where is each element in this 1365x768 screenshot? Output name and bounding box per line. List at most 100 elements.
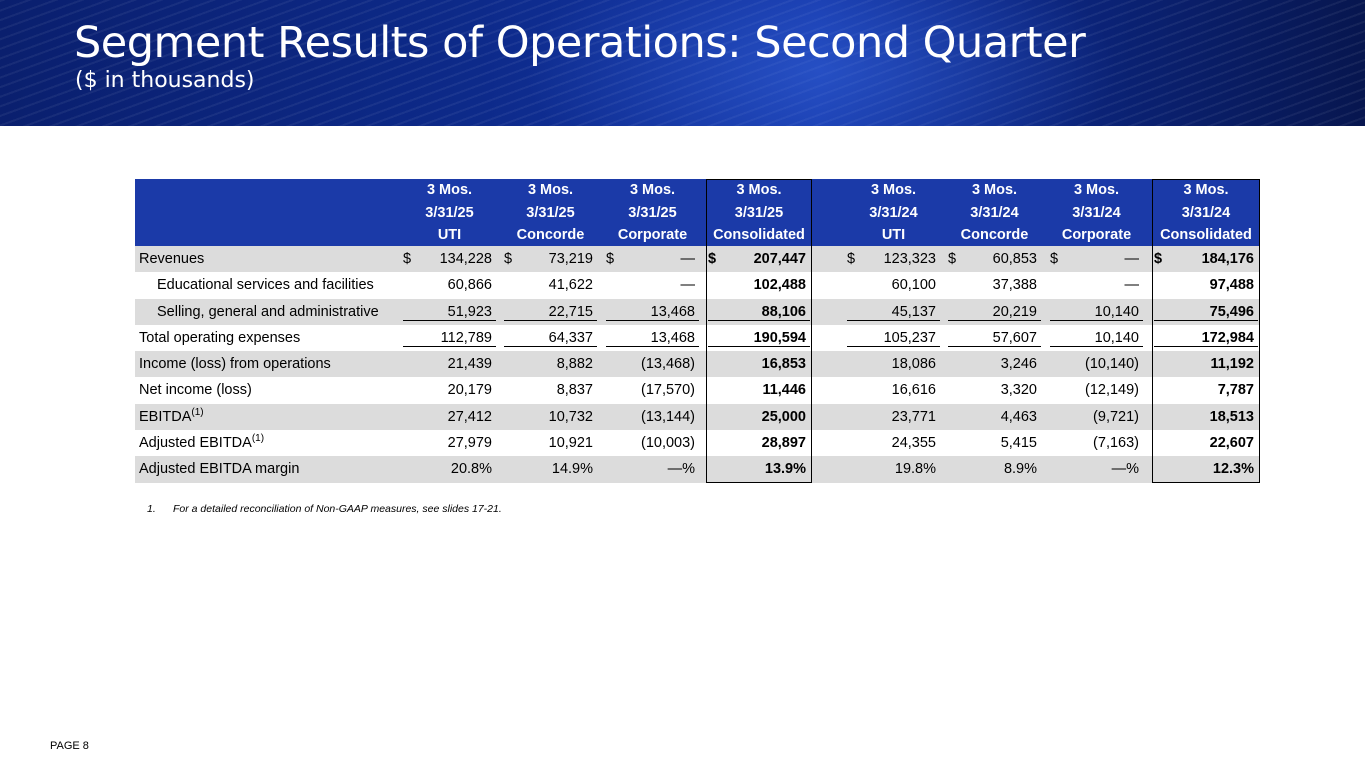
table-header: 3 Mos. 3/31/25 UTI 3 Mos. 3/31/25 Concorde 3 M… (135, 179, 1260, 246)
table-cell: $ — (1048, 246, 1145, 272)
table-cell: (9,721) (1048, 404, 1145, 430)
footnote-text: For a detailed reconciliation of Non-GAA… (173, 503, 502, 515)
table-cell: 3,246 (946, 351, 1043, 377)
column-header-line2: 3/31/25 (628, 204, 677, 221)
cell-value: 3,320 (1000, 382, 1037, 399)
table-cell: 172,984 (1152, 325, 1260, 351)
cell-value: 88,106 (761, 303, 806, 320)
column-header: 3 Mos. 3/31/24 Concorde (946, 179, 1043, 246)
cell-value: 4,463 (1000, 408, 1037, 425)
cell-value: 20,179 (447, 382, 492, 399)
table-cell: 20,219 (946, 299, 1043, 325)
cell-value: — (680, 251, 696, 267)
cell-value: 105,237 (883, 329, 936, 346)
table-cell: $73,219 (502, 246, 599, 272)
page-number: PAGE 8 (50, 740, 89, 752)
table-cell: 16,853 (706, 351, 812, 377)
column-header: 3 Mos. 3/31/25 Consolidated (706, 179, 812, 246)
table-cell: 8,882 (502, 351, 599, 377)
table-cell: 14.9% (502, 456, 599, 482)
column-header: 3 Mos. 3/31/25 UTI (401, 179, 498, 246)
column-header-line1: 3 Mos. (426, 182, 473, 198)
table-cell: (17,570) (604, 377, 701, 403)
table-cell: 97,488 (1152, 272, 1260, 298)
column-header-line1: 3 Mos. (1073, 182, 1120, 198)
table-cell: 12.3% (1152, 456, 1260, 482)
column-header-line2: 3/31/24 (869, 204, 918, 221)
cell-value: 10,140 (1094, 329, 1139, 346)
cell-value: 3,246 (1000, 356, 1037, 373)
cell-value: 27,412 (447, 408, 492, 425)
table-cell: 7,787 (1152, 377, 1260, 403)
table-cell: $60,853 (946, 246, 1043, 272)
table-cell: 13.9% (706, 456, 812, 482)
table-cell: 10,921 (502, 430, 599, 456)
cell-value: —% (667, 461, 695, 478)
cell-value: 13,468 (650, 303, 695, 320)
table-cell: 18,513 (1152, 404, 1260, 430)
cell-value: 73,219 (548, 251, 593, 267)
table-row: Educational services and facilities 60,86… (135, 272, 1260, 298)
cell-value: 123,323 (883, 251, 936, 267)
column-header-line1: 3 Mos. (736, 182, 782, 198)
table-cell: 51,923 (401, 299, 498, 325)
cell-value: 14.9% (551, 461, 593, 478)
column-header-line3: UTI (437, 227, 462, 243)
table-cell: 57,607 (946, 325, 1043, 351)
currency-symbol: $ (708, 251, 717, 267)
cell-value: 57,607 (992, 329, 1037, 346)
row-label: Educational services and facilities (157, 277, 374, 294)
currency-symbol: $ (948, 251, 957, 267)
cell-value: 13.9% (764, 461, 806, 478)
cell-value: (12,149) (1084, 382, 1139, 399)
currency-symbol: $ (504, 251, 513, 267)
currency-symbol: $ (847, 251, 856, 267)
row-label: EBITDA(1) (139, 406, 204, 425)
table-cell: 88,106 (706, 299, 812, 325)
cell-value: 7,787 (1217, 382, 1254, 399)
cell-value: 64,337 (548, 329, 593, 346)
cell-value: 5,415 (1000, 435, 1037, 452)
cell-value: 8,837 (556, 382, 593, 399)
table-row: Revenues $134,228 $73,219 $ — $207,447 $123,32… (135, 246, 1260, 273)
cell-value: 12.3% (1212, 461, 1254, 478)
column-header-line2: 3/31/25 (425, 204, 474, 221)
table-cell: $207,447 (706, 246, 812, 272)
table-cell: 64,337 (502, 325, 599, 351)
table-cell: (10,140) (1048, 351, 1145, 377)
row-label: Total operating expenses (139, 329, 301, 346)
table-cell: 22,607 (1152, 430, 1260, 456)
column-header-line3: Corporate (617, 227, 688, 243)
column-header-line3: Consolidated (1160, 227, 1252, 243)
cell-value: 184,176 (1201, 251, 1254, 267)
table-cell: $123,323 (845, 246, 942, 272)
table-cell: $134,228 (401, 246, 498, 272)
cell-value: (7,163) (1093, 435, 1139, 452)
table-cell: 18,086 (845, 351, 942, 377)
table-cell: 8,837 (502, 377, 599, 403)
column-header: 3 Mos. 3/31/24 UTI (845, 179, 942, 246)
cell-value: (10,003) (640, 435, 695, 452)
footnote-marker: (1) (251, 433, 265, 445)
table-row: EBITDA(1) 27,412 10,732 (13,144) 25,000 23,77… (135, 403, 1260, 431)
cell-value: 21,439 (447, 356, 492, 373)
slide-title: Segment Results of Operations: Second Qu… (74, 18, 1086, 68)
table-cell: 190,594 (706, 325, 812, 351)
column-header-line3: Consolidated (713, 227, 805, 243)
currency-symbol: $ (606, 251, 615, 267)
cell-value: 19.8% (894, 461, 936, 478)
cell-value: 75,496 (1209, 303, 1254, 320)
cell-value: 22,607 (1209, 435, 1254, 452)
cell-value: 28,897 (761, 435, 806, 452)
column-header-line3: Corporate (1061, 227, 1132, 243)
cell-value: 11,192 (1210, 356, 1254, 373)
cell-value: 23,771 (891, 408, 936, 425)
slide-subtitle: ($ in thousands) (75, 68, 255, 93)
column-header: 3 Mos. 3/31/24 Consolidated (1152, 179, 1260, 246)
cell-value: 18,086 (891, 356, 936, 373)
table-cell: 27,412 (401, 404, 498, 430)
banner-glow (520, 0, 1120, 126)
table-cell: (7,163) (1048, 430, 1145, 456)
table-row: Selling, general and administrative 51,92… (135, 298, 1260, 325)
cell-value: 22,715 (548, 303, 593, 320)
